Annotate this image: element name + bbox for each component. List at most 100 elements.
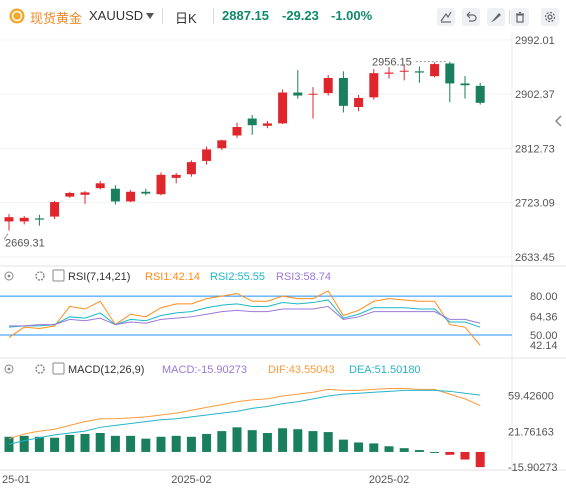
high-annotation: 2956.15 [372,57,412,69]
candle-up [95,183,105,189]
toolbar-divider [213,8,214,24]
settings-button[interactable] [541,8,559,26]
undo-button[interactable] [462,8,480,26]
instrument-name[interactable]: 现货黄金 [30,11,83,26]
rsi-legend: RSI2:55.55 [210,271,265,283]
macd-bar [156,436,166,452]
macd-bar [384,446,394,452]
macd-axis-tick: 21.76163 [508,426,554,438]
rsi-axis-tick: 80.00 [530,291,558,303]
macd-bar [217,431,227,452]
candle-up [399,70,409,72]
chevron-left-icon[interactable] [552,111,566,131]
brush-icon [491,13,501,22]
trash-button[interactable] [511,8,529,26]
trash-icon [516,11,524,23]
candle-up [232,127,242,136]
date-axis-tick: 25-01 [2,474,30,486]
rsi-label: RSI(7,14,21) [68,271,130,283]
candle-up [126,191,136,202]
macd-bar [80,433,90,452]
candle-up [65,192,75,197]
instrument-symbol[interactable]: XAUUSD [89,8,144,23]
macd-axis-tick: -15.90273 [508,462,558,474]
eye-icon [4,364,14,374]
macd-bar [171,435,181,452]
macd-bar [338,439,348,452]
low-annotation: 2669.31 [5,238,45,250]
macd-bar [293,429,303,452]
chart-toolbar: 现货黄金 XAUUSD 日K 2887.15 -29.23 -1.00% [0,0,566,32]
candle-up [171,174,181,178]
candle-up [156,174,166,195]
price-change-percent: -1.00% [331,8,373,23]
maximize-icon [52,362,65,375]
rsi-legend: RSI3:58.74 [276,271,331,283]
candle-down [293,92,303,96]
last-price: 2887.15 [222,8,269,23]
macd-bar [460,451,470,460]
low-marker-line [3,233,9,240]
candle-down [34,218,44,220]
candle-down [414,71,424,73]
rsi-line [9,305,481,327]
price-axis-tick: 2633.45 [515,252,555,264]
chevron-down-icon[interactable] [146,13,154,19]
draw-tool-button[interactable] [437,8,455,26]
candle-up [354,97,364,108]
eye-icon [4,271,14,281]
macd-bar [323,432,333,452]
brush-button[interactable] [487,8,505,26]
rsi-axis-tick: 50.00 [530,330,558,342]
date-axis-tick: 2025-02 [369,474,409,486]
candle-up [202,149,212,161]
candle-up [384,72,394,74]
macd-bar [475,451,485,468]
macd-bar [354,442,364,452]
candle-up [278,92,288,124]
macd-bar [232,427,242,452]
candle-up [430,64,440,77]
price-axis-tick: 2992.01 [515,35,555,47]
price-axis-tick: 2812.73 [515,143,555,155]
candle-up [186,162,196,175]
macd-bar [414,450,424,452]
candle-down [338,77,348,106]
macd-bar [308,431,318,452]
period-selector[interactable]: 日K [175,11,197,26]
macd-bar [369,443,379,452]
candle-down [475,85,485,103]
macd-bar [262,433,272,452]
macd-bar [247,430,257,452]
candle-down [141,191,151,194]
macd-dea-line [8,389,481,445]
macd-bar [278,428,288,452]
candle-up [308,93,318,95]
rsi-line [8,290,481,346]
macd-bar [19,435,29,452]
macd-bar [110,435,120,452]
macd-axis-tick: 59.42600 [508,391,554,403]
rsi-axis-tick: 42.14 [530,340,558,352]
candle-up [262,123,272,126]
price-axis-tick: 2902.37 [515,89,555,101]
rsi-legend: RSI1:42.14 [145,271,200,283]
rsi-axis-tick: 64.36 [530,311,558,323]
candle-up [4,217,14,222]
candle-down [460,83,470,86]
macd-bar [50,437,60,452]
macd-bar [186,436,196,452]
candle-down [110,188,120,202]
candle-down [445,63,455,84]
gear-icon [35,271,45,281]
macd-bar [34,436,44,452]
macd-dif-line [8,387,481,440]
toolbar-divider [509,10,510,24]
gold-logo-icon [9,8,25,24]
candle-up [323,77,333,94]
macd-bar [95,433,105,452]
candle-up [80,192,90,195]
macd-bar [141,438,151,452]
undo-icon [466,11,477,22]
candle-up [369,73,379,98]
